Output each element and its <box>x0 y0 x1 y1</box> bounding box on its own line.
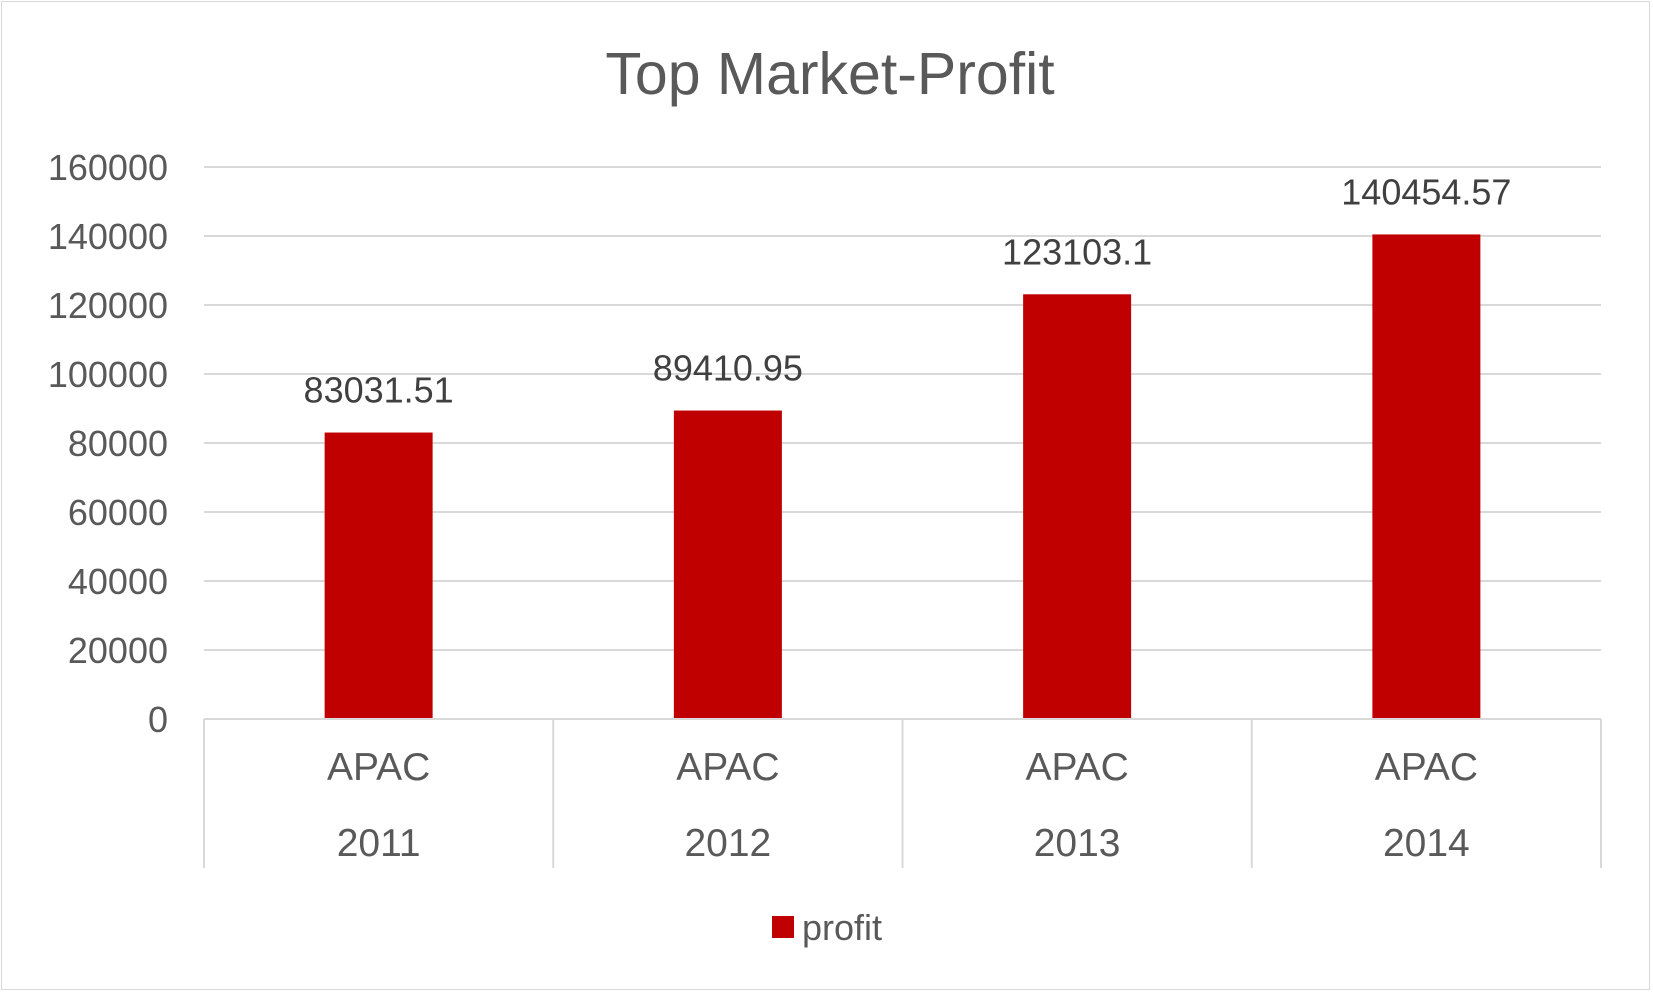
y-tick-label: 120000 <box>48 285 168 326</box>
x-category-market-label: APAC <box>1025 746 1128 789</box>
y-axis-tick-labels: 0 20000 40000 60000 80000 100000 120000 140000 1… <box>48 147 168 740</box>
x-category-year-label: 2011 <box>337 822 421 865</box>
x-category-year-label: 2013 <box>1034 822 1121 865</box>
x-category-market-label: APAC <box>676 746 779 789</box>
x-axis: APAC 2011 APAC 2012 APAC 2013 APAC 2014 <box>203 718 1602 868</box>
x-category-year-label: 2012 <box>684 822 771 865</box>
data-label: 83031.51 <box>304 370 454 411</box>
bar <box>1023 294 1132 719</box>
y-tick-label: 140000 <box>48 216 168 257</box>
x-category-market-label: APAC <box>1375 746 1478 789</box>
legend: profit <box>772 907 882 948</box>
x-category-year-label: 2014 <box>1383 822 1470 865</box>
y-tick-label: 20000 <box>68 630 168 671</box>
y-tick-label: 100000 <box>48 354 168 395</box>
data-label: 140454.57 <box>1341 171 1511 212</box>
y-tick-label: 160000 <box>48 147 168 188</box>
x-category-market-label: APAC <box>327 746 430 789</box>
y-tick-label: 60000 <box>68 492 168 533</box>
y-tick-label: 0 <box>148 699 168 740</box>
y-tick-label: 80000 <box>68 423 168 464</box>
data-label: 123103.1 <box>1002 231 1152 272</box>
gridlines <box>204 166 1601 651</box>
bar <box>673 410 782 719</box>
y-tick-label: 40000 <box>68 561 168 602</box>
legend-swatch-profit <box>772 916 794 938</box>
bar <box>324 432 433 719</box>
legend-label-profit: profit <box>802 907 882 948</box>
data-labels: 83031.51 89410.95 123103.1 140454.57 <box>304 171 1512 410</box>
bar <box>1372 234 1481 719</box>
chart-title: Top Market-Profit <box>605 41 1054 107</box>
data-label: 89410.95 <box>653 348 803 389</box>
bars <box>324 234 1481 719</box>
